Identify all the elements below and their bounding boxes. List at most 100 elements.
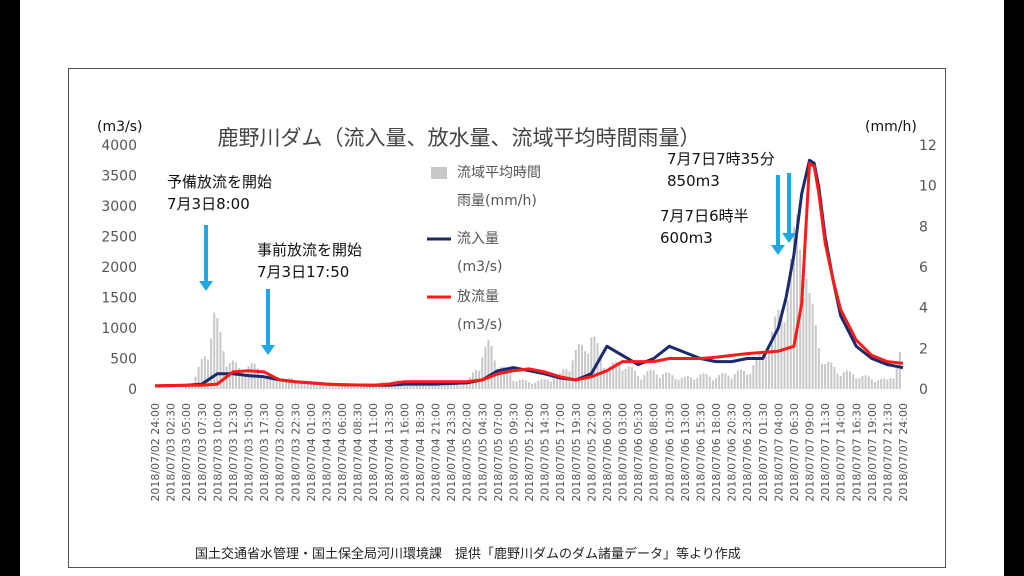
rain-bar <box>350 385 353 389</box>
source-note: 国土交通省水管理・国土保全局河川環境課 提供「鹿野川ダムのダム諸量データ」等より… <box>195 547 741 562</box>
rain-bar <box>696 378 699 389</box>
y-tick-label-left: 500 <box>110 352 137 368</box>
rain-bar <box>219 332 222 389</box>
rain-bar <box>422 384 425 389</box>
rain-bar <box>886 379 889 389</box>
rain-bar <box>584 351 587 389</box>
rain-bar <box>789 258 792 389</box>
x-tick-label: 2018/07/05 09:30 <box>507 403 520 502</box>
rain-bar <box>849 371 852 389</box>
rain-bar <box>443 385 446 389</box>
rain-bar <box>733 374 736 389</box>
x-tick-label: 2018/07/06 03:00 <box>617 403 630 502</box>
rain-bar <box>272 375 275 389</box>
rain-bar <box>758 352 761 389</box>
rain-bar <box>746 374 749 389</box>
rain-bar <box>341 384 343 389</box>
rain-bar <box>786 300 789 389</box>
x-tick-label: 2018/07/03 07:30 <box>196 403 209 502</box>
rain-bar <box>686 376 689 389</box>
rain-bar <box>627 366 630 389</box>
rain-bar <box>322 383 325 389</box>
rain-bar <box>446 384 449 389</box>
rain-bar <box>836 373 839 389</box>
x-tick-label: 2018/07/07 06:30 <box>788 403 801 502</box>
rain-bar <box>727 375 730 389</box>
rain-bar <box>640 379 643 389</box>
x-tick-label: 2018/07/03 12:30 <box>227 403 240 502</box>
x-tick-label: 2018/07/05 14:30 <box>539 403 552 502</box>
rain-bar <box>590 337 593 389</box>
rain-bar <box>263 378 266 389</box>
rain-bar <box>615 361 618 389</box>
x-tick-label: 2018/07/07 21:30 <box>881 403 894 502</box>
rain-bar <box>646 371 649 389</box>
rain-bar <box>194 376 197 389</box>
x-tick-label: 2018/07/06 10:30 <box>663 403 676 502</box>
x-tick-label: 2018/07/06 18:00 <box>710 403 723 502</box>
x-tick-label: 2018/07/07 11:30 <box>819 403 832 502</box>
rain-bar <box>216 318 219 389</box>
rain-bar <box>300 382 303 389</box>
rain-bar <box>499 366 502 389</box>
rain-bar <box>580 344 583 389</box>
rain-bar <box>842 372 845 389</box>
rain-bar <box>297 383 300 389</box>
rain-bar <box>883 378 886 389</box>
rain-bar <box>739 369 742 389</box>
rain-bar <box>817 348 820 389</box>
rain-bar <box>256 368 259 389</box>
rain-bar <box>428 384 431 389</box>
rain-bar <box>369 386 372 389</box>
rain-bar <box>861 375 864 389</box>
x-tick-label: 2018/07/07 04:00 <box>772 403 785 502</box>
y-tick-label-left: 1500 <box>101 291 137 307</box>
legend-swatch <box>431 167 447 179</box>
rain-bar <box>241 372 244 389</box>
x-tick-label: 2018/07/07 09:00 <box>804 403 817 502</box>
rain-bar <box>612 362 615 389</box>
rain-bar <box>761 353 764 389</box>
annotation-arrow-head <box>261 345 275 355</box>
rain-bar <box>674 378 677 389</box>
annotation-text: 7月7日7時35分 850m3 <box>667 150 775 190</box>
x-tick-label: 2018/07/04 16:00 <box>398 403 411 502</box>
rain-bar <box>403 382 406 389</box>
x-tick-label: 2018/07/06 00:30 <box>601 403 614 502</box>
rain-bar <box>269 374 272 389</box>
y-tick-label-right: 2 <box>919 341 928 357</box>
rain-bar <box>814 324 817 389</box>
x-tick-label: 2018/07/07 24:00 <box>897 403 910 502</box>
rain-bar <box>537 380 540 389</box>
rain-bar <box>291 378 294 389</box>
y-tick-label-right: 12 <box>919 138 937 154</box>
rain-bar <box>877 380 880 389</box>
x-tick-label: 2018/07/04 23:30 <box>445 403 458 502</box>
rain-bar <box>347 384 350 389</box>
left-black-bar <box>0 0 20 576</box>
rain-bar <box>543 379 546 389</box>
rain-bar <box>559 372 562 389</box>
rain-bar <box>450 383 453 389</box>
x-tick-label: 2018/07/05 07:00 <box>492 403 505 502</box>
rain-bar <box>624 368 627 389</box>
y-tick-label-left: 1000 <box>101 321 137 337</box>
rain-bar <box>658 377 661 389</box>
rain-bar <box>418 383 421 389</box>
rain-bar <box>705 374 708 389</box>
rain-bar <box>244 374 247 389</box>
rain-bar <box>213 312 216 389</box>
rain-bar <box>528 382 530 389</box>
rain-bar <box>652 370 655 389</box>
rain-bar <box>353 385 356 389</box>
annotation-text: 事前放流を開始 7月3日17:50 <box>257 241 362 281</box>
y-tick-label-left: 3500 <box>101 169 137 185</box>
x-tick-label: 2018/07/04 21:00 <box>430 403 443 502</box>
rain-bar <box>238 368 241 389</box>
rain-bar <box>764 356 767 389</box>
rain-bar <box>736 370 739 389</box>
x-tick-label: 2018/07/03 20:00 <box>274 403 287 502</box>
rain-bar <box>197 366 200 389</box>
rain-bar <box>811 303 814 389</box>
rain-bar <box>490 345 493 389</box>
